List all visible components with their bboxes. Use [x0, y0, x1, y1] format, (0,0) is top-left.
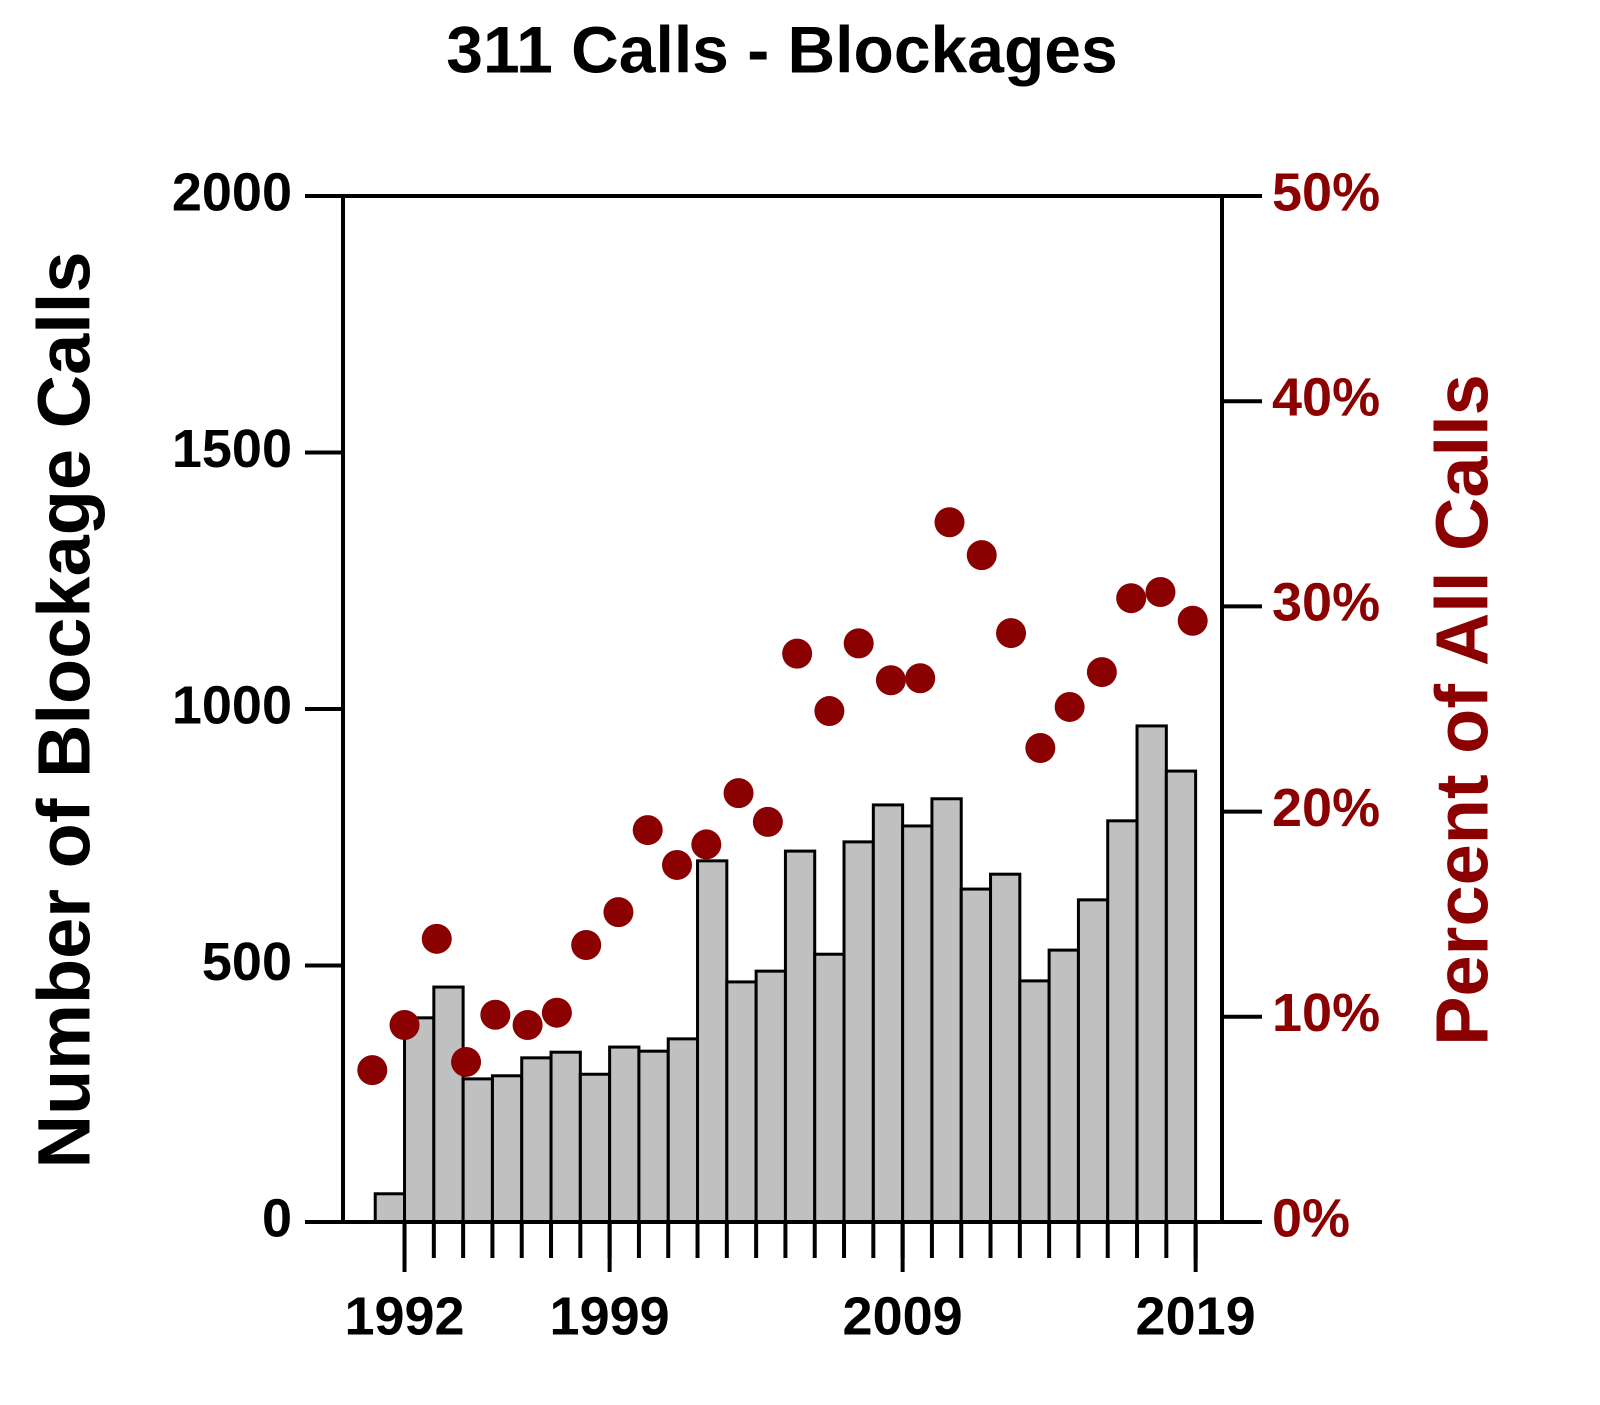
y2-tick-label: 50%	[1272, 162, 1380, 222]
x-tick-label: 1992	[344, 1286, 464, 1346]
bar	[432, 985, 465, 1224]
dot	[512, 1010, 543, 1041]
x-tick-label: 2019	[1136, 1286, 1256, 1346]
bar	[930, 797, 963, 1224]
dot	[571, 929, 602, 960]
dot	[1086, 657, 1117, 688]
dot	[996, 618, 1027, 649]
dot	[389, 1010, 420, 1041]
bar	[608, 1045, 641, 1224]
bar	[1164, 769, 1198, 1224]
dot	[1116, 583, 1147, 614]
dot	[662, 849, 693, 880]
bar	[666, 1037, 700, 1224]
dot	[966, 540, 997, 571]
y-tick-label: 2000	[172, 162, 292, 222]
bar	[901, 824, 934, 1224]
dot	[421, 923, 452, 954]
bar	[725, 980, 758, 1224]
y2-tick-label: 10%	[1272, 983, 1380, 1043]
bar	[1047, 948, 1080, 1224]
y-tick-label: 1500	[172, 419, 292, 479]
bar	[783, 849, 817, 1224]
dot	[875, 665, 906, 696]
dot	[357, 1055, 388, 1086]
bar	[1106, 819, 1139, 1224]
bar	[1135, 724, 1168, 1224]
bar	[403, 1016, 436, 1224]
dot	[1025, 732, 1056, 763]
dot	[451, 1046, 482, 1077]
bar	[871, 803, 905, 1224]
bar	[813, 952, 846, 1224]
dot	[632, 815, 663, 846]
dot	[782, 638, 813, 669]
dot	[814, 696, 845, 727]
chart-title: 311 Calls - Blockages	[446, 12, 1117, 86]
x-tick-label: 2009	[843, 1286, 963, 1346]
bar	[842, 840, 875, 1224]
bar	[520, 1056, 553, 1224]
y2-tick-label: 0%	[1272, 1188, 1350, 1248]
bar	[578, 1072, 612, 1224]
dot	[541, 997, 572, 1028]
bar	[1076, 898, 1110, 1224]
dot	[905, 663, 936, 694]
dot	[1145, 577, 1176, 608]
bar	[549, 1050, 582, 1224]
bar	[1018, 979, 1051, 1224]
dot	[723, 778, 754, 809]
dot	[752, 806, 783, 837]
bar	[959, 887, 993, 1224]
bar	[637, 1049, 670, 1224]
dot	[480, 999, 511, 1030]
dot	[843, 628, 874, 659]
y-tick-label: 500	[202, 932, 292, 992]
dot	[934, 507, 965, 538]
bar	[490, 1074, 524, 1224]
y2-tick-label: 30%	[1272, 573, 1380, 633]
y2-tick-label: 40%	[1272, 367, 1380, 427]
dot	[603, 897, 634, 928]
bar	[754, 969, 787, 1224]
bar	[373, 1192, 407, 1224]
bar	[696, 859, 729, 1224]
x-tick-label: 1999	[550, 1286, 670, 1346]
y-axis-label: Number of Blockage Calls	[23, 251, 106, 1168]
dot	[1177, 605, 1208, 636]
dot	[691, 829, 722, 860]
y2-axis-label: Percent of All Calls	[1421, 374, 1504, 1046]
bar	[461, 1077, 494, 1224]
y-tick-label: 1000	[172, 675, 292, 735]
bar	[989, 872, 1022, 1224]
y-tick-label: 0	[262, 1188, 292, 1248]
y2-tick-label: 20%	[1272, 778, 1380, 838]
dot	[1054, 691, 1085, 722]
